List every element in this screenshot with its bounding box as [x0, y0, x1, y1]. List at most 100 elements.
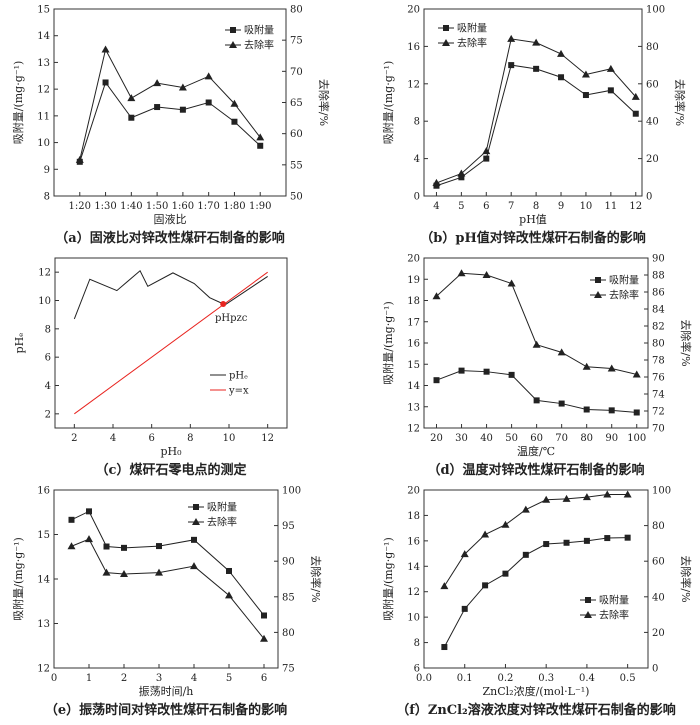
- y-axis-label: pHₑ: [13, 333, 26, 354]
- y2-tick-label: 55: [290, 160, 303, 171]
- square-marker: [608, 407, 615, 414]
- triangle-marker: [457, 269, 466, 277]
- legend-label: 吸附量: [609, 274, 639, 287]
- y-tick-label: 13: [407, 402, 420, 413]
- y-tick-label: 12: [407, 587, 420, 598]
- square-marker: [226, 567, 232, 574]
- y-tick-label: 8: [414, 117, 420, 128]
- x-tick-label: 4: [191, 673, 197, 684]
- x-tick-label: 80: [580, 433, 593, 444]
- square-marker: [607, 87, 614, 94]
- y2-tick-label: 84: [652, 305, 665, 316]
- legend-label: pHₑ: [229, 371, 248, 382]
- square-marker: [461, 605, 468, 612]
- legend-label: 去除率: [207, 516, 237, 529]
- chart-panel-a: 1:20 1:30 1:40 1:50 1:60 1:70 1:80 1:90 8 9 10 11 12…: [11, 5, 331, 247]
- triangle-marker: [230, 99, 239, 107]
- x-axis-label: 固液比: [154, 212, 187, 226]
- x-tick-label: 60: [530, 433, 543, 444]
- chart-caption: （e）振荡时间对锌改性煤矸石制备的影响: [45, 702, 287, 718]
- legend-label: 吸附量: [599, 594, 629, 607]
- chart-panel-b: 4 5 6 7 8 9 10 11 12 0 4 8 12 16 20 0 20 40 60 80 100 去除率/% 吸附…: [381, 5, 687, 247]
- square-marker: [583, 537, 590, 544]
- y-tick-label: 13: [37, 619, 50, 630]
- series-line-1: [443, 493, 628, 587]
- triangle-marker: [457, 169, 466, 177]
- triangle-marker: [582, 493, 591, 501]
- y2-tick-label: 60: [646, 79, 659, 90]
- y-tick-label: 16: [407, 339, 420, 350]
- y-tick-label: 8: [45, 324, 51, 335]
- y2-tick-label: 82: [652, 322, 665, 333]
- x-tick-label: 50: [505, 433, 518, 444]
- triangle-marker: [581, 70, 590, 78]
- y-tick-label: 10: [37, 138, 50, 149]
- x-tick-label: 0.0: [416, 673, 432, 684]
- square-marker: [582, 92, 589, 99]
- legend-label: y=x: [228, 386, 249, 397]
- triangle-marker: [432, 178, 441, 186]
- triangle-marker: [631, 92, 640, 100]
- x-tick-label: 10: [580, 201, 593, 212]
- triangle-marker: [127, 94, 136, 102]
- legend-label: 吸附量: [244, 24, 274, 37]
- triangle-marker: [102, 568, 111, 576]
- x-tick-label: 1:90: [249, 201, 271, 212]
- plot-frame: [53, 489, 279, 669]
- x-axis-label: 温度/℃: [517, 444, 555, 458]
- triangle-marker: [432, 292, 441, 300]
- y2-tick-label: 75: [290, 36, 303, 47]
- y-tick-label: 14: [37, 31, 50, 42]
- triangle-marker: [460, 550, 469, 558]
- square-marker: [458, 367, 465, 374]
- triangle-marker: [606, 64, 615, 72]
- y-tick-label: 6: [45, 353, 51, 364]
- series-line-0: [436, 370, 637, 413]
- square-marker: [522, 551, 529, 558]
- x-tick-label: 0.4: [579, 673, 595, 684]
- y2-tick-label: 90: [282, 557, 295, 568]
- square-marker: [585, 597, 591, 603]
- triangle-marker: [85, 535, 93, 543]
- square-marker: [191, 536, 197, 543]
- x-tick-label: 20: [430, 433, 443, 444]
- square-marker: [508, 62, 515, 69]
- y2-tick-label: 0: [646, 192, 652, 203]
- y2-tick-label: 0: [652, 664, 658, 675]
- square-marker: [508, 371, 515, 378]
- y-tick-label: 12: [407, 79, 420, 90]
- square-marker: [543, 541, 550, 548]
- square-marker: [102, 79, 109, 86]
- legend-label: 去除率: [244, 39, 274, 52]
- y-tick-label: 16: [407, 536, 420, 547]
- triangle-marker: [557, 49, 566, 57]
- square-marker: [633, 409, 640, 416]
- y-tick-label: 19: [407, 275, 420, 286]
- square-marker: [483, 155, 490, 162]
- square-marker: [68, 516, 75, 523]
- legend-label: 吸附量: [207, 501, 237, 514]
- y-tick-label: 12: [407, 424, 420, 435]
- x-tick-label: 4: [110, 433, 116, 444]
- y-tick-label: 8: [414, 638, 420, 649]
- y-tick-label: 12: [38, 268, 51, 279]
- x-tick-label: 6: [261, 673, 267, 684]
- triangle-marker: [482, 147, 491, 155]
- square-marker: [533, 397, 540, 404]
- y-tick-label: 13: [37, 58, 50, 69]
- square-marker: [604, 535, 611, 542]
- triangle-marker: [603, 490, 612, 498]
- square-marker: [179, 106, 186, 113]
- y2-tick-label: 85: [282, 592, 295, 603]
- chart-panel-e: 0 1 2 3 4 5 612131415167580859095100去除率/%吸附量/(…: [11, 486, 323, 719]
- y2-tick-label: 65: [290, 98, 303, 109]
- series-line-0: [73, 269, 268, 320]
- y2-tick-label: 100: [652, 486, 671, 497]
- series-line-0: [71, 510, 265, 616]
- y2-tick-label: 60: [290, 129, 303, 140]
- x-tick-label: 12: [261, 433, 274, 444]
- y-tick-label: 16: [407, 42, 420, 53]
- y2-tick-label: 78: [652, 356, 665, 367]
- x-tick-label: 0.2: [498, 673, 514, 684]
